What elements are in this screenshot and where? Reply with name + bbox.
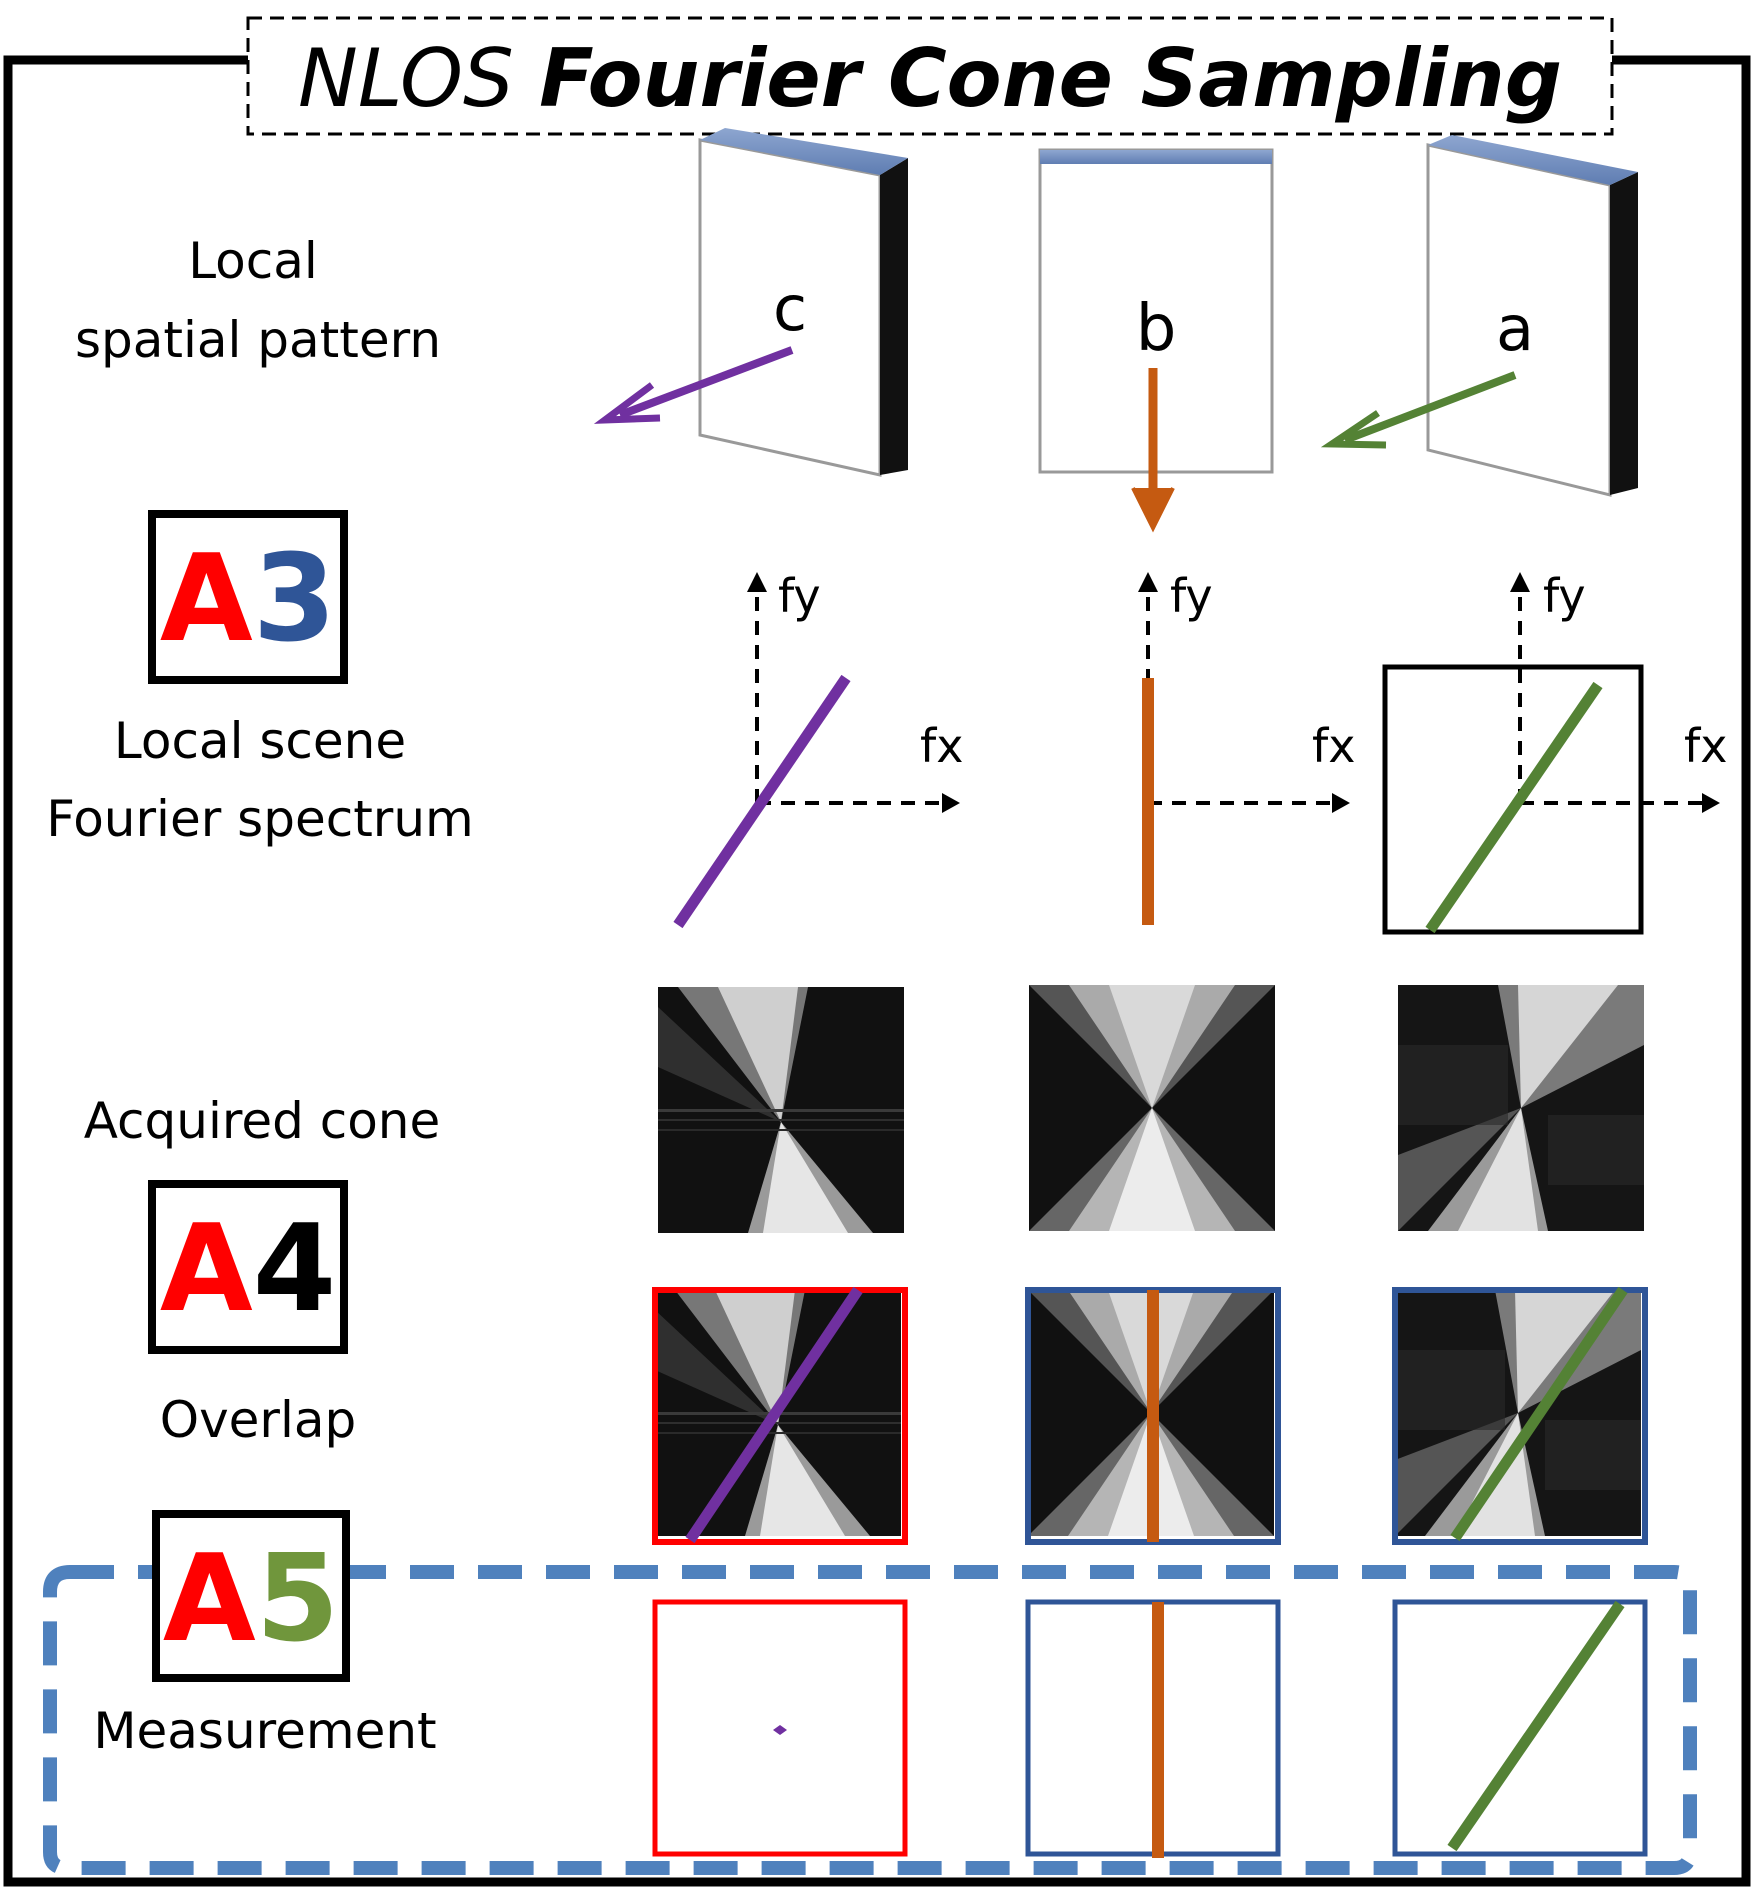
axis-fx-c: fx (920, 719, 963, 773)
row-label-acquired: Acquired cone (84, 1092, 441, 1150)
row-label-spatial-2: spatial pattern (75, 311, 441, 369)
svg-text:A4: A4 (160, 1200, 336, 1339)
spectrum-line-a (1425, 681, 1603, 934)
measurement-b (1025, 1599, 1281, 1858)
row-label-spectrum-1: Local scene (114, 712, 406, 770)
row-label-overlap: Overlap (160, 1391, 357, 1449)
acquired-cone-c (658, 987, 904, 1233)
overlap-c (652, 1286, 908, 1545)
wall-a: a (1426, 135, 1638, 497)
axis-fx-b: fx (1312, 719, 1355, 773)
badge-a5: A5 (152, 1510, 350, 1682)
measurement-region (43, 1565, 1697, 1875)
overlap-a (1392, 1286, 1648, 1545)
spectrum-c: fy fx (673, 569, 963, 929)
axis-fy-b: fy (1170, 569, 1213, 623)
axis-fy-c: fy (778, 569, 821, 623)
wall-c: c (698, 128, 908, 477)
svg-text:A3: A3 (160, 530, 336, 669)
page-title: NLOS Fourier Cone Sampling (298, 32, 1562, 125)
arrow-a (1343, 371, 1517, 444)
axis-fx-a: fx (1684, 719, 1727, 773)
svg-text:A5: A5 (163, 1530, 339, 1669)
wall-a-label: a (1496, 292, 1534, 365)
outer-frame (3, 55, 1751, 1887)
title-box (246, 16, 1614, 136)
row-label-spatial-1: Local (188, 232, 318, 290)
arrow-c (618, 346, 794, 419)
acquired-cone-b (1029, 985, 1275, 1231)
measurement-c (652, 1599, 908, 1857)
arrow-c-head (593, 382, 661, 424)
measurement-a (1392, 1599, 1648, 1857)
axis-fy-a: fy (1543, 569, 1586, 623)
badge-a3: A3 (148, 510, 348, 684)
wall-c-label: c (773, 272, 807, 345)
spectrum-a: fy fx (1382, 569, 1727, 935)
wall-b-label: b (1136, 292, 1177, 366)
arrow-b-head (1131, 487, 1175, 533)
acquired-cone-a (1398, 985, 1644, 1231)
spectrum-line-c (673, 674, 851, 929)
row-label-measurement: Measurement (93, 1702, 436, 1760)
arrow-a-head (1320, 410, 1387, 449)
spectrum-b: fy fx (1138, 569, 1355, 925)
overlap-b (1025, 1287, 1281, 1545)
row-label-spectrum-2: Fourier spectrum (46, 790, 474, 848)
badge-a4: A4 (148, 1180, 348, 1354)
